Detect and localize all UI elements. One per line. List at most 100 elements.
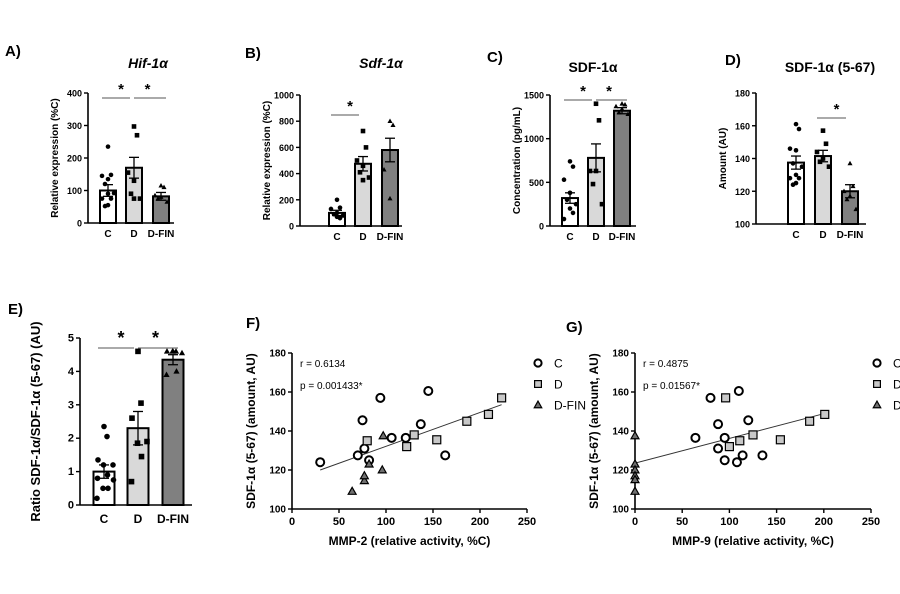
marker-circle bbox=[564, 197, 570, 203]
y-tick-label: 400 bbox=[279, 169, 294, 179]
marker-circle bbox=[793, 121, 799, 127]
panel-label: F) bbox=[246, 315, 260, 332]
significance-star: * bbox=[834, 101, 840, 118]
y-tick-label: 0 bbox=[289, 222, 294, 232]
x-tick-label: D bbox=[130, 229, 137, 240]
marker-circle bbox=[719, 455, 730, 466]
y-tick-label: 600 bbox=[279, 143, 294, 153]
x-axis-label: MMP-9 (relative activity, %C) bbox=[672, 534, 834, 548]
legend-label: C bbox=[554, 357, 563, 371]
marker-triangle bbox=[630, 486, 640, 495]
marker-circle bbox=[733, 386, 744, 397]
x-tick-label: D-FIN bbox=[837, 230, 864, 241]
marker-circle bbox=[340, 213, 346, 218]
y-axis-label: Ratio SDF-1α/SDF-1α (5-67) (AU) bbox=[28, 321, 43, 521]
marker-circle bbox=[359, 443, 370, 454]
marker-square bbox=[748, 430, 758, 440]
marker-triangle bbox=[630, 474, 640, 484]
marker-circle bbox=[561, 216, 567, 222]
marker-square bbox=[131, 124, 137, 129]
panel-title: SDF-1α (5-67) bbox=[785, 59, 875, 75]
marker-square bbox=[805, 416, 815, 426]
marker-circle bbox=[793, 172, 799, 178]
marker-square bbox=[820, 128, 826, 133]
y-tick-label: 160 bbox=[735, 121, 750, 131]
y-axis-label: Relative expression (%C) bbox=[50, 98, 61, 218]
y-tick-label: 180 bbox=[735, 89, 750, 99]
marker-circle bbox=[757, 450, 768, 461]
marker-circle bbox=[386, 432, 397, 443]
x-tick-label: 0 bbox=[632, 516, 638, 528]
y-tick-label: 140 bbox=[612, 427, 629, 438]
y-axis-label: Concentration (pg/mL) bbox=[512, 107, 523, 214]
panel-title: SDF-1α bbox=[568, 59, 617, 75]
marker-circle bbox=[104, 433, 110, 440]
x-tick-label: 50 bbox=[333, 516, 345, 528]
marker-circle bbox=[94, 495, 100, 502]
legend-label: D bbox=[893, 378, 900, 392]
y-tick-label: 400 bbox=[67, 89, 82, 99]
significance-star: * bbox=[117, 328, 124, 348]
marker-circle bbox=[793, 148, 799, 153]
marker-circle bbox=[796, 175, 802, 181]
y-axis-label: SDF-1α (5-67) (amount, AU) bbox=[244, 353, 258, 509]
marker-triangle bbox=[853, 206, 859, 212]
legend-label: D-FIN bbox=[893, 399, 900, 413]
x-tick-label: D-FIN bbox=[377, 232, 404, 243]
marker-square bbox=[360, 128, 366, 134]
marker-circle bbox=[105, 144, 111, 149]
marker-triangle bbox=[163, 371, 170, 377]
marker-circle bbox=[790, 182, 796, 187]
marker-circle bbox=[690, 432, 701, 443]
y-tick-label: 100 bbox=[612, 505, 629, 516]
marker-circle bbox=[796, 126, 802, 132]
marker-circle bbox=[423, 386, 434, 397]
marker-square bbox=[128, 191, 134, 197]
legend-label: D bbox=[554, 378, 563, 392]
x-tick-label: D bbox=[359, 232, 366, 243]
panel-label: D) bbox=[725, 52, 741, 69]
x-tick-label: C bbox=[333, 232, 340, 243]
x-tick-label: 150 bbox=[767, 516, 785, 528]
y-tick-label: 4 bbox=[68, 366, 75, 378]
marker-square bbox=[131, 196, 137, 201]
marker-square bbox=[590, 181, 596, 187]
marker-circle bbox=[105, 485, 111, 492]
y-axis-label: SDF-1α (5-67) (amount, AU) bbox=[587, 353, 601, 509]
marker-circle bbox=[787, 175, 793, 181]
marker-triangle bbox=[359, 470, 370, 480]
marker-circle bbox=[567, 159, 573, 164]
y-tick-label: 500 bbox=[529, 178, 544, 188]
y-tick-label: 140 bbox=[269, 427, 286, 438]
y-tick-label: 160 bbox=[612, 388, 629, 399]
significance-star: * bbox=[580, 83, 586, 100]
y-axis-label: Amount (AU) bbox=[718, 128, 729, 190]
y-tick-label: 140 bbox=[735, 154, 750, 164]
x-tick-label: 200 bbox=[471, 516, 489, 528]
marker-circle bbox=[110, 462, 116, 468]
bar-d bbox=[354, 162, 372, 227]
marker-circle bbox=[104, 472, 111, 478]
marker-circle bbox=[315, 457, 326, 468]
marker-circle bbox=[705, 392, 716, 403]
marker-triangle bbox=[533, 399, 543, 409]
marker-triangle bbox=[378, 430, 389, 440]
marker-triangle bbox=[622, 101, 628, 107]
marker-square bbox=[363, 145, 369, 150]
marker-circle bbox=[108, 196, 114, 201]
marker-triangle bbox=[619, 101, 625, 106]
marker-triangle bbox=[841, 188, 847, 194]
x-tick-label: 100 bbox=[377, 516, 395, 528]
marker-circle bbox=[713, 443, 724, 454]
x-tick-label: D bbox=[134, 512, 143, 526]
marker-square bbox=[144, 438, 150, 445]
marker-circle bbox=[108, 172, 114, 178]
x-tick-label: D-FIN bbox=[148, 229, 175, 240]
marker-square bbox=[587, 168, 593, 174]
x-tick-label: 200 bbox=[815, 516, 833, 528]
panel-label: E) bbox=[8, 301, 23, 318]
y-tick-label: 1500 bbox=[524, 91, 544, 101]
marker-circle bbox=[352, 450, 363, 461]
